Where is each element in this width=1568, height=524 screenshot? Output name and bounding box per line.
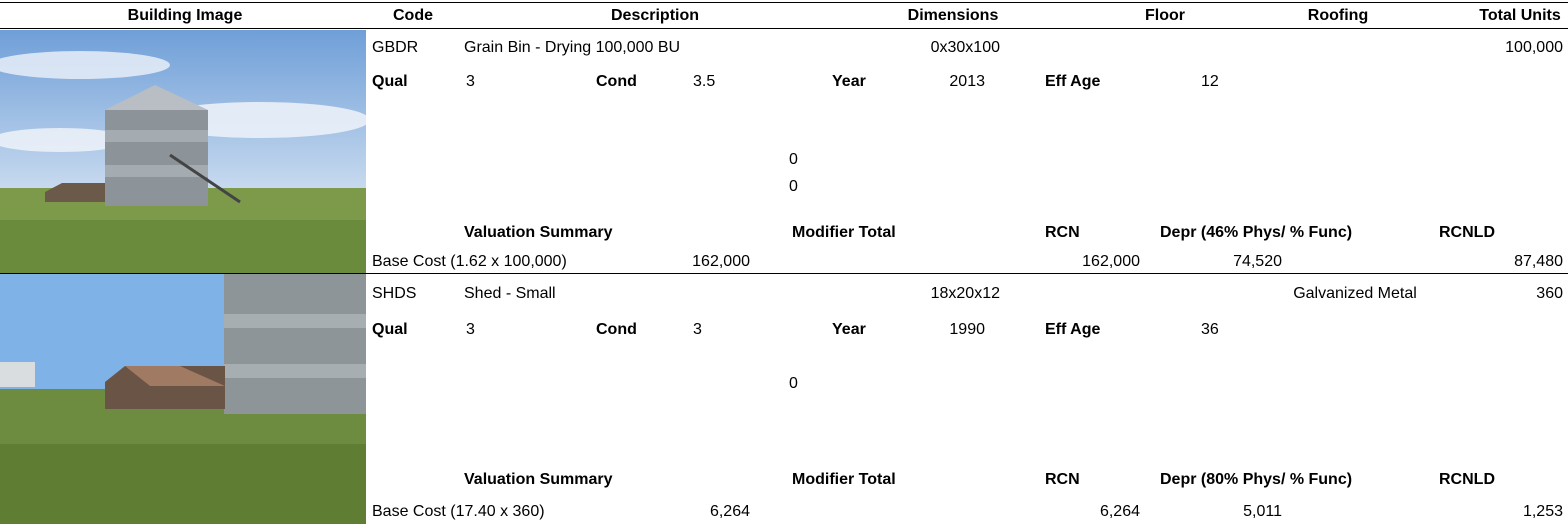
- header-top-border: [0, 2, 1568, 3]
- dimensions: 0x30x100: [931, 38, 1000, 58]
- column-header: Building Image: [128, 6, 243, 26]
- roofing: Galvanized Metal: [1293, 284, 1417, 304]
- rcn: 6,264: [1100, 502, 1140, 522]
- building-photo: [0, 274, 366, 524]
- year: 1990: [949, 320, 985, 340]
- total-units: 360: [1536, 284, 1563, 304]
- label: Depr (80% Phys/ % Func): [1160, 470, 1352, 490]
- base-cost: 6,264: [710, 502, 750, 522]
- qual: 3: [466, 320, 475, 340]
- label: RCN: [1045, 223, 1080, 243]
- depr: 5,011: [1243, 502, 1282, 522]
- eff-age: 36: [1201, 320, 1219, 340]
- code: SHDS: [372, 284, 416, 304]
- label: Year: [832, 72, 866, 92]
- label: Year: [832, 320, 866, 340]
- column-header: Code: [393, 6, 433, 26]
- label: RCNLD: [1439, 470, 1495, 490]
- cond: 3: [693, 320, 702, 340]
- label: Modifier Total: [792, 470, 896, 490]
- label: RCN: [1045, 470, 1080, 490]
- description: Shed - Small: [464, 284, 556, 304]
- modifier: 0: [789, 374, 798, 394]
- year: 2013: [949, 72, 985, 92]
- label: Cond: [596, 320, 637, 340]
- eff-age: 12: [1201, 72, 1219, 92]
- label: Depr (46% Phys/ % Func): [1160, 223, 1352, 243]
- rcn: 162,000: [1082, 252, 1140, 272]
- code: GBDR: [372, 38, 418, 58]
- qual: 3: [466, 72, 475, 92]
- label: Cond: [596, 72, 637, 92]
- column-header: Roofing: [1308, 6, 1368, 26]
- page: Building Image Code Description Dimensions F…: [0, 0, 1568, 524]
- label: Eff Age: [1045, 72, 1100, 92]
- label: Modifier Total: [792, 223, 896, 243]
- label: Valuation Summary: [464, 470, 613, 490]
- dimensions: 18x20x12: [931, 284, 1000, 304]
- total-units: 100,000: [1505, 38, 1563, 58]
- rcnld: 1,253: [1523, 502, 1563, 522]
- label: Eff Age: [1045, 320, 1100, 340]
- depr: 74,520: [1233, 252, 1282, 272]
- label: Qual: [372, 320, 408, 340]
- column-header: Dimensions: [908, 6, 999, 26]
- label: RCNLD: [1439, 223, 1495, 243]
- column-header: Description: [611, 6, 699, 26]
- rcnld: 87,480: [1514, 252, 1563, 272]
- building-photo: [0, 30, 366, 273]
- label: Valuation Summary: [464, 223, 613, 243]
- cond: 3.5: [693, 72, 715, 92]
- column-header: Total Units: [1479, 6, 1560, 26]
- base-cost-label: Base Cost (17.40 x 360): [372, 502, 545, 522]
- base-cost-label: Base Cost (1.62 x 100,000): [372, 252, 567, 272]
- header-bottom-border: [0, 28, 1568, 29]
- description: Grain Bin - Drying 100,000 BU: [464, 38, 680, 58]
- column-header: Floor: [1145, 6, 1185, 26]
- base-cost: 162,000: [692, 252, 750, 272]
- label: Qual: [372, 72, 408, 92]
- modifier: 0: [789, 150, 798, 170]
- modifier: 0: [789, 177, 798, 197]
